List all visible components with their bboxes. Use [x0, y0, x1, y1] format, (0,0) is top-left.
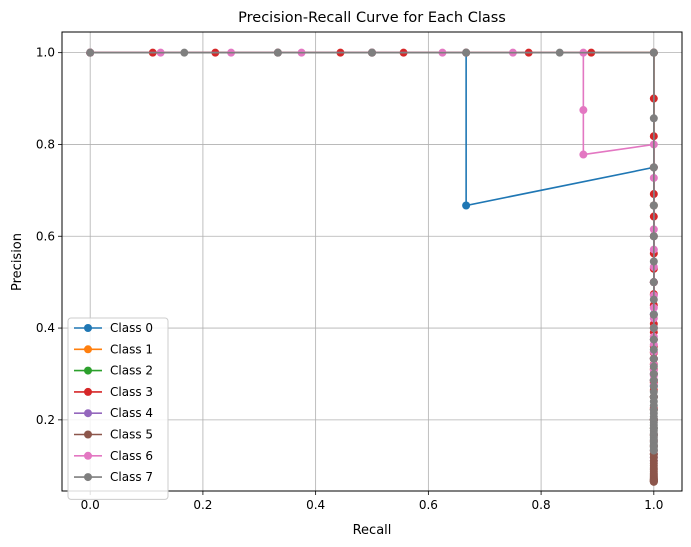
- data-point: [649, 335, 658, 344]
- data-point: [649, 345, 658, 354]
- data-point: [579, 150, 588, 159]
- y-tick-label: 0.2: [36, 413, 55, 427]
- data-point: [579, 106, 588, 115]
- data-point: [462, 48, 471, 57]
- series-line: [90, 51, 655, 482]
- data-point: [649, 324, 658, 333]
- series-line: [90, 51, 655, 455]
- legend-label: Class 7: [110, 470, 153, 484]
- series-line: [90, 51, 655, 429]
- legend-box: [67, 317, 169, 500]
- legend-marker: [84, 345, 92, 354]
- legend-marker: [84, 324, 92, 332]
- legend-label: Class 4: [110, 406, 153, 420]
- data-point: [649, 201, 658, 210]
- x-axis-ticks: 0.0 0.2 0.4 0.6 0.8 1.0: [81, 491, 663, 512]
- legend-label: Class 0: [110, 321, 153, 335]
- legend-marker: [84, 366, 92, 375]
- legend-marker: [84, 473, 92, 482]
- legend-marker: [84, 409, 92, 418]
- series-class-7: [86, 48, 658, 455]
- data-point: [649, 354, 658, 363]
- y-tick-label: 0.4: [36, 321, 55, 335]
- legend-marker: [84, 451, 92, 460]
- x-tick-label: 0.6: [419, 498, 438, 512]
- data-point: [649, 477, 658, 486]
- data-point: [649, 163, 658, 172]
- data-point: [649, 232, 658, 241]
- legend-entry: Class 6: [74, 449, 153, 463]
- legend-marker: [84, 430, 92, 439]
- data-point: [649, 48, 658, 57]
- data-point: [180, 48, 189, 57]
- y-axis-ticks: 0.2 0.4 0.6 0.8 1.0: [36, 46, 62, 427]
- legend-label: Class 2: [110, 364, 153, 378]
- legend-entry: Class 4: [74, 406, 153, 420]
- legend-entry: Class 2: [74, 364, 153, 378]
- data-point: [649, 257, 658, 266]
- legend-label: Class 6: [110, 449, 153, 463]
- plot-series: [86, 48, 658, 486]
- data-point: [86, 48, 95, 57]
- legend-entry: Class 1: [74, 342, 153, 356]
- series-line: [90, 51, 655, 385]
- x-tick-label: 0.2: [193, 498, 212, 512]
- x-tick-label: 0.8: [532, 498, 551, 512]
- legend-label: Class 3: [110, 385, 153, 399]
- y-axis-label: Precision: [10, 233, 25, 291]
- y-tick-label: 0.8: [36, 137, 55, 151]
- data-point: [649, 114, 658, 123]
- x-tick-label: 1.0: [644, 498, 663, 512]
- legend-entry: Class 0: [74, 321, 153, 335]
- series-class-2: [86, 48, 658, 433]
- chart-title: Precision-Recall Curve for Each Class: [238, 10, 506, 26]
- data-point: [649, 278, 658, 287]
- y-tick-label: 0.6: [36, 229, 55, 243]
- data-point: [368, 48, 376, 57]
- legend-marker: [84, 387, 92, 396]
- data-point: [649, 362, 658, 371]
- data-point: [649, 369, 658, 378]
- series-class-1: [86, 48, 658, 459]
- plot-frame: [61, 31, 683, 492]
- series-class-6: [86, 48, 658, 389]
- data-point: [649, 295, 658, 304]
- series-line: [90, 51, 655, 451]
- data-point: [649, 310, 658, 319]
- data-point: [462, 201, 471, 210]
- series-line: [90, 51, 655, 461]
- legend-label: Class 5: [110, 428, 153, 442]
- data-point: [649, 446, 658, 455]
- data-point: [555, 48, 564, 57]
- legend-entry: Class 5: [74, 428, 153, 442]
- series-class-4: [86, 48, 658, 465]
- legend-label: Class 1: [110, 342, 153, 356]
- legend-entry: Class 7: [74, 470, 153, 484]
- legend: Class 0 Class 1 Class 2 Class 3 Class 4 Class…: [67, 317, 169, 500]
- x-tick-label: 0.0: [81, 498, 100, 512]
- legend-entry: Class 3: [74, 385, 153, 399]
- data-point: [649, 376, 658, 385]
- data-point: [273, 48, 282, 57]
- x-axis-label: Recall: [353, 523, 392, 538]
- y-tick-label: 1.0: [36, 46, 55, 60]
- data-point: [649, 382, 658, 391]
- x-tick-label: 0.4: [306, 498, 325, 512]
